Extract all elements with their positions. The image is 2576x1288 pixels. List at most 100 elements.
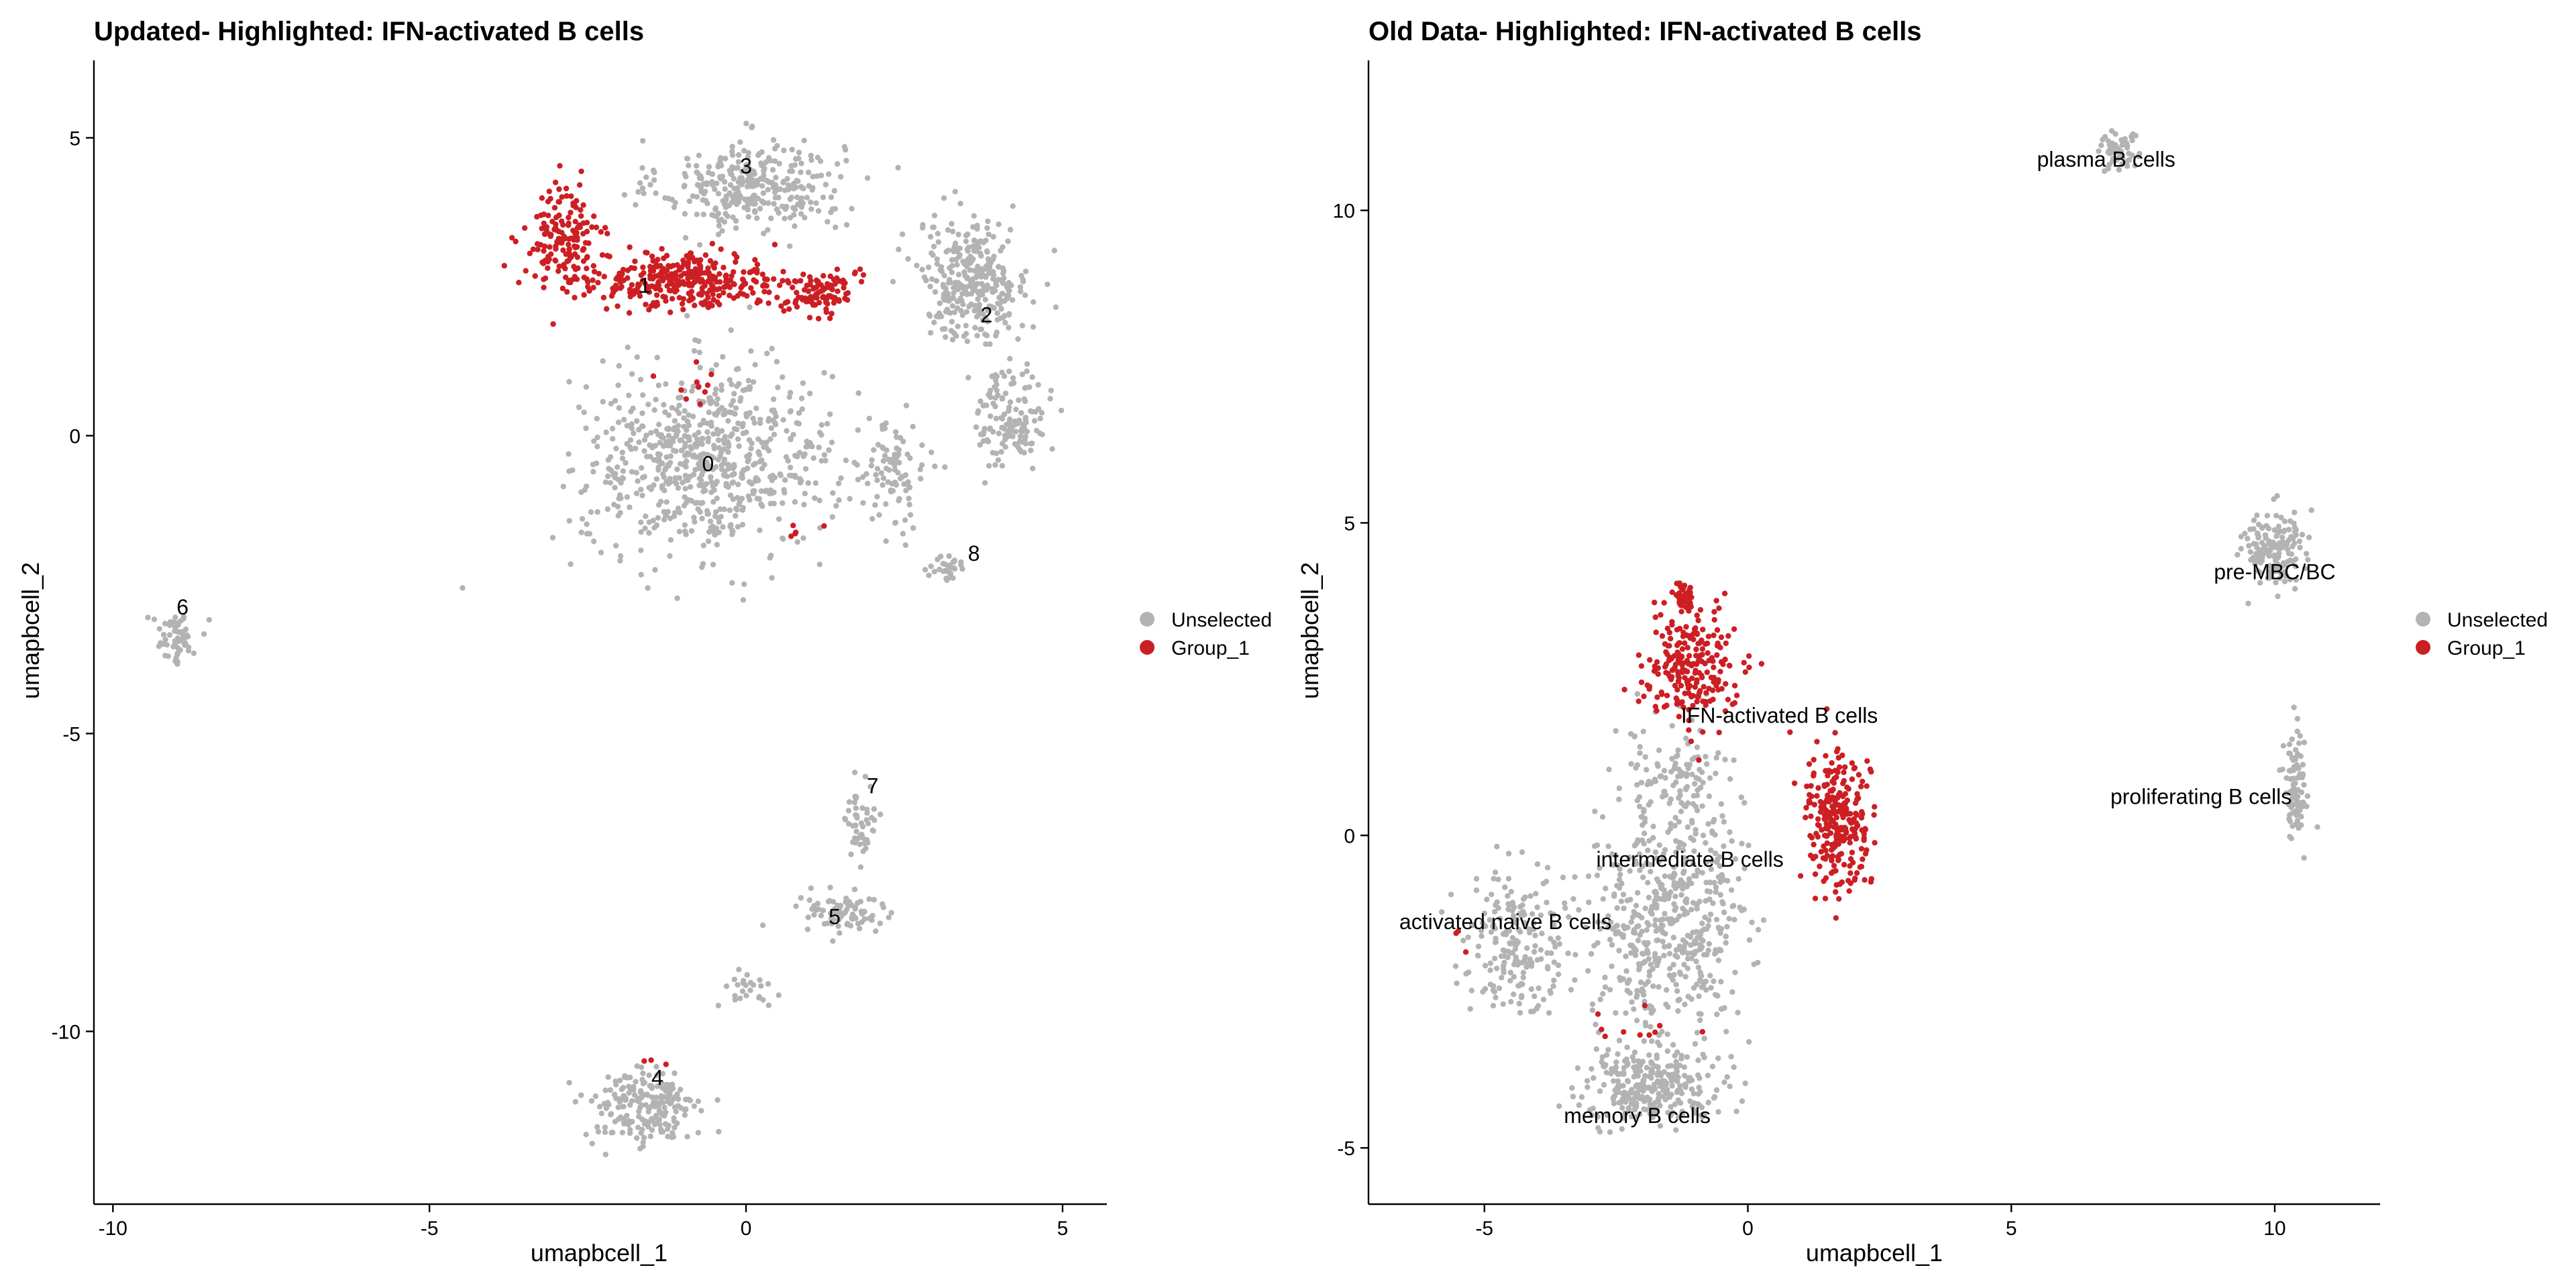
data-point (995, 457, 1002, 463)
data-point (665, 426, 672, 433)
data-point (680, 307, 686, 313)
data-point (682, 235, 689, 241)
data-point (757, 977, 763, 983)
data-point (996, 430, 1002, 437)
data-point (645, 401, 651, 408)
data-point (879, 482, 885, 488)
data-point (1681, 596, 1688, 602)
data-point (740, 276, 746, 282)
data-point (918, 476, 924, 482)
data-point (705, 265, 711, 271)
data-point (869, 457, 875, 463)
data-point (685, 275, 691, 282)
data-point (578, 213, 584, 219)
data-point (983, 402, 989, 409)
data-point (639, 185, 646, 191)
data-point (693, 454, 700, 460)
data-point (796, 449, 803, 455)
data-point (562, 266, 568, 272)
data-point (934, 256, 941, 262)
data-point (1832, 802, 1838, 808)
data-point (992, 395, 999, 401)
data-point (594, 1124, 600, 1130)
data-point (1672, 822, 1678, 829)
data-point (793, 903, 799, 910)
data-point (708, 479, 714, 485)
data-point (1706, 941, 1712, 947)
data-point (892, 462, 898, 469)
data-point (1803, 804, 1809, 811)
data-point (683, 499, 690, 506)
data-point (1705, 1099, 1711, 1106)
data-point (718, 217, 724, 223)
data-point (1000, 244, 1006, 250)
data-point (734, 254, 740, 260)
data-point (1528, 963, 1535, 969)
data-point (1699, 920, 1705, 926)
cluster-label: 1 (639, 273, 651, 297)
data-point (1597, 996, 1603, 1003)
data-point (1672, 682, 1678, 689)
data-point (1673, 1127, 1679, 1133)
data-point (855, 920, 861, 927)
data-point (985, 439, 991, 445)
data-point (798, 195, 805, 201)
data-point (745, 170, 751, 177)
data-point (836, 297, 842, 303)
data-point (1682, 640, 1688, 646)
y-tick-label: 5 (69, 127, 80, 150)
data-point (717, 506, 723, 513)
data-point (1680, 885, 1686, 892)
data-point (1661, 1069, 1667, 1075)
data-point (812, 495, 818, 501)
data-point (739, 988, 746, 994)
data-point (623, 460, 629, 466)
data-point (709, 178, 715, 185)
cluster-label: plasma B cells (2037, 147, 2175, 171)
data-point (1640, 863, 1646, 869)
data-point (1597, 865, 1603, 871)
data-point (1020, 421, 1026, 427)
data-point (584, 266, 590, 272)
data-point (973, 424, 979, 430)
data-point (838, 174, 844, 180)
data-point (1658, 689, 1664, 696)
data-point (991, 254, 997, 260)
data-point (2283, 573, 2289, 579)
data-point (530, 246, 537, 252)
data-point (867, 784, 873, 790)
data-point (600, 398, 606, 405)
data-point (1835, 857, 1841, 863)
data-point (1858, 784, 1864, 790)
data-point (696, 461, 702, 467)
data-point (877, 920, 883, 926)
data-point (689, 388, 695, 394)
data-point (549, 535, 556, 541)
data-point (1652, 889, 1658, 895)
data-point (585, 279, 591, 285)
data-point (902, 517, 908, 523)
data-point (1705, 947, 1711, 954)
data-point (694, 169, 700, 175)
data-point (692, 441, 698, 447)
data-point (645, 288, 651, 294)
data-point (1813, 830, 1819, 837)
data-point (796, 421, 802, 427)
data-point (1642, 1002, 1648, 1009)
data-point (2275, 523, 2282, 529)
data-point (682, 1107, 688, 1113)
data-point (1808, 783, 1814, 789)
data-point (1509, 900, 1516, 906)
data-point (847, 496, 853, 502)
data-point (1667, 965, 1673, 972)
data-point (740, 597, 747, 603)
data-point (590, 277, 596, 283)
data-point (1681, 943, 1687, 950)
data-point (1831, 863, 1837, 869)
data-point (835, 923, 841, 929)
data-point (752, 257, 758, 263)
data-point (685, 260, 691, 266)
data-point (992, 462, 998, 468)
data-point (1717, 669, 1723, 675)
data-point (1609, 963, 1615, 969)
